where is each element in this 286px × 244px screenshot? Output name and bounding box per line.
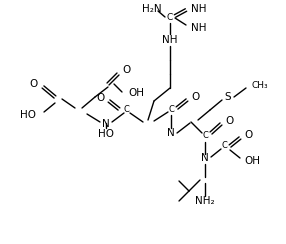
Text: C: C [168, 104, 174, 113]
Text: NH: NH [191, 23, 206, 33]
Text: HO: HO [20, 110, 36, 120]
Text: N: N [102, 119, 110, 129]
Text: OH: OH [128, 88, 144, 98]
Text: O: O [225, 116, 233, 126]
Text: HO: HO [98, 129, 114, 139]
Text: C: C [123, 105, 129, 114]
Text: O: O [97, 93, 105, 103]
Text: CH₃: CH₃ [252, 81, 269, 90]
Text: O: O [122, 65, 130, 75]
Text: NH₂: NH₂ [195, 196, 215, 206]
Text: H₂N: H₂N [142, 4, 162, 14]
Text: NH: NH [191, 4, 206, 14]
Text: S: S [225, 92, 231, 102]
Text: O: O [244, 130, 252, 140]
Text: C: C [202, 132, 208, 141]
Text: C: C [221, 142, 227, 151]
Text: O: O [191, 92, 199, 102]
Text: NH: NH [162, 35, 178, 45]
Text: O: O [30, 79, 38, 89]
Text: N: N [167, 128, 175, 138]
Text: N: N [201, 153, 209, 163]
Text: C: C [167, 13, 173, 22]
Text: OH: OH [244, 156, 260, 166]
